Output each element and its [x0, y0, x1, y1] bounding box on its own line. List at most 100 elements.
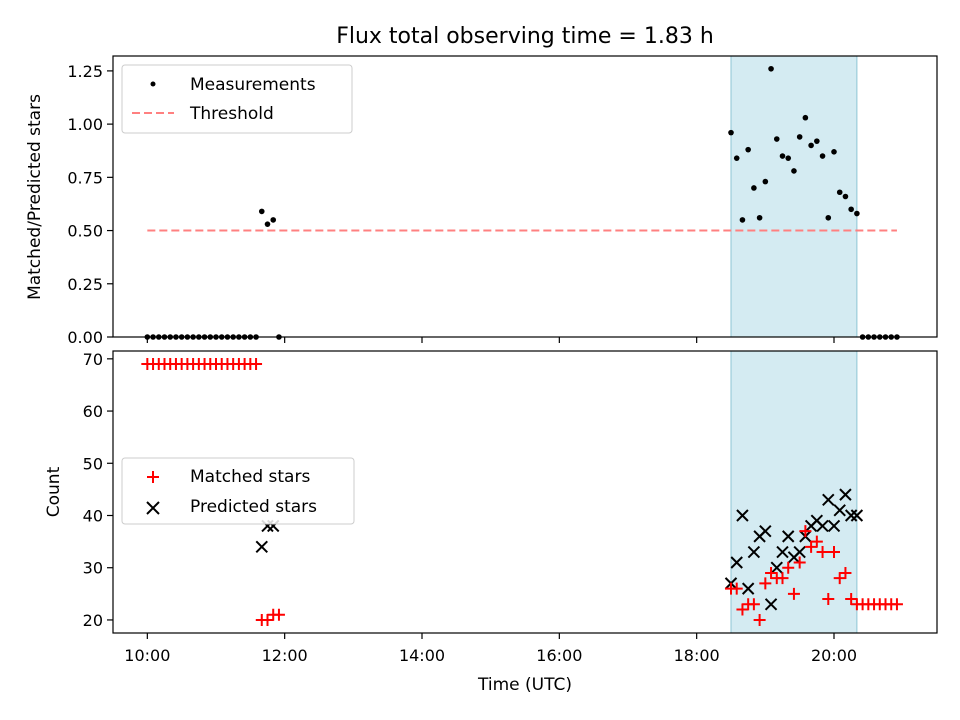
- measurement-point: [745, 146, 751, 153]
- x-tick-label: 10:00: [124, 646, 170, 665]
- x-tick-label: 20:00: [811, 646, 857, 665]
- matched-star-point: [822, 593, 835, 606]
- legend-predicted-stars-marker: [146, 501, 160, 515]
- measurement-point: [779, 153, 786, 159]
- top-y-tick-label: 0.00: [67, 328, 103, 347]
- matched-star-point: [272, 608, 285, 621]
- matched-star-point: [828, 546, 840, 559]
- matched-star-point: [816, 546, 829, 559]
- bottom-plot-frame: [112, 350, 938, 634]
- measurement-point: [258, 208, 265, 215]
- matched-star-point: [759, 577, 772, 590]
- bottom-y-tick-label: 20: [83, 611, 103, 630]
- top-legend-box: [121, 64, 353, 134]
- predicted-star-point: [736, 509, 749, 522]
- predicted-star-point: [839, 488, 852, 501]
- x-tick-label: 12:00: [262, 646, 308, 665]
- bottom-y-tick-label: 30: [83, 559, 103, 578]
- predicted-star-point: [844, 509, 858, 522]
- predicted-star-point: [776, 545, 789, 559]
- matched-star-point: [805, 540, 818, 553]
- top-y-tick-label: 1.00: [67, 115, 103, 134]
- predicted-star-point: [793, 545, 806, 559]
- measurement-point: [836, 189, 843, 196]
- legend-measurements-label: Measurements: [190, 75, 316, 95]
- top-panel: 0.00 0.25 0.50 0.75 1.00 1.25 Matched/Predict…: [25, 55, 938, 347]
- predicted-star-point: [255, 540, 268, 554]
- measurement-point: [264, 221, 271, 227]
- top-shaded-span: [730, 55, 858, 338]
- predicted-star-point: [764, 598, 778, 611]
- predicted-star-point: [827, 519, 841, 533]
- top-y-axis-label: Matched/Predicted stars: [25, 94, 45, 300]
- measurement-point: [270, 217, 277, 223]
- x-axis-label: Time (UTC): [477, 675, 572, 695]
- matched-star-point: [787, 587, 800, 600]
- predicted-star-point: [850, 509, 864, 522]
- top-plot-frame: [112, 55, 938, 338]
- bottom-y-tick-label: 50: [83, 454, 103, 473]
- legend-matched-stars-marker: [147, 471, 159, 483]
- predicted-star-point: [816, 519, 829, 533]
- measurement-point: [728, 129, 734, 136]
- measurement-point: [842, 193, 849, 200]
- matched-star-point: [765, 566, 778, 579]
- matched-star-point: [793, 556, 806, 569]
- matched-star-point: [250, 358, 263, 371]
- matched-star-point: [839, 566, 852, 579]
- top-y-tick-label: 1.25: [67, 62, 103, 81]
- matched-star-point: [730, 582, 743, 595]
- predicted-star-point: [770, 561, 783, 574]
- top-y-tick-label: 0.25: [67, 275, 103, 294]
- matched-star-point: [810, 535, 823, 548]
- bottom-y-tick-label: 40: [83, 507, 103, 526]
- legend-threshold-label: Threshold: [189, 104, 274, 124]
- predicted-star-point: [747, 545, 761, 559]
- measurement-point: [854, 210, 860, 217]
- measurement-point: [814, 138, 820, 144]
- top-y-tick-label: 0.75: [67, 168, 103, 187]
- bottom-legend-box: [121, 457, 355, 525]
- x-tick-label: 16:00: [536, 646, 582, 665]
- measurement-point: [773, 136, 780, 142]
- measurement-point: [819, 153, 826, 159]
- bottom-y-tick-label: 70: [83, 350, 103, 369]
- measurement-point: [796, 134, 803, 140]
- predicted-star-point: [782, 530, 795, 543]
- measurement-point: [739, 217, 746, 223]
- measurement-point: [808, 142, 814, 149]
- matched-star-point: [261, 613, 274, 626]
- bottom-y-axis-label: Count: [44, 466, 64, 517]
- measurement-point: [733, 155, 740, 161]
- bottom-legend: Matched stars Predicted stars: [121, 457, 355, 525]
- matched-star-point: [747, 598, 760, 611]
- measurement-point: [831, 148, 837, 155]
- predicted-star-point: [822, 493, 835, 507]
- matched-star-point: [776, 572, 789, 585]
- x-tick-label: 14:00: [399, 646, 445, 665]
- predicted-star-point: [759, 524, 772, 538]
- matched-star-point: [753, 613, 766, 626]
- measurement-point: [756, 214, 763, 221]
- legend-measurements-marker: [150, 81, 156, 87]
- measurement-point: [802, 114, 809, 121]
- top-y-tick-label: 0.50: [67, 222, 103, 241]
- bottom-panel: 20 30 40 50 60 70 10:00 12:00 14:00 16:00 18:00 20…: [44, 350, 938, 695]
- measurement-point: [762, 178, 769, 185]
- matched-star-point: [845, 593, 858, 606]
- bottom-y-tick-label: 60: [83, 402, 103, 421]
- measurement-point: [825, 214, 832, 221]
- legend-predicted-stars-label: Predicted stars: [190, 497, 317, 517]
- measurement-point: [848, 206, 854, 213]
- matched-star-point: [799, 525, 812, 538]
- matched-star-point: [890, 598, 903, 611]
- chart-title: Flux total observing time = 1.83 h: [336, 24, 714, 49]
- measurement-point: [751, 185, 757, 191]
- matched-star-point: [833, 572, 846, 585]
- legend-matched-stars-label: Matched stars: [190, 467, 310, 487]
- x-tick-label: 18:00: [674, 646, 720, 665]
- measurement-point: [785, 155, 792, 161]
- predicted-star-point: [730, 556, 743, 569]
- measurement-point: [768, 65, 774, 72]
